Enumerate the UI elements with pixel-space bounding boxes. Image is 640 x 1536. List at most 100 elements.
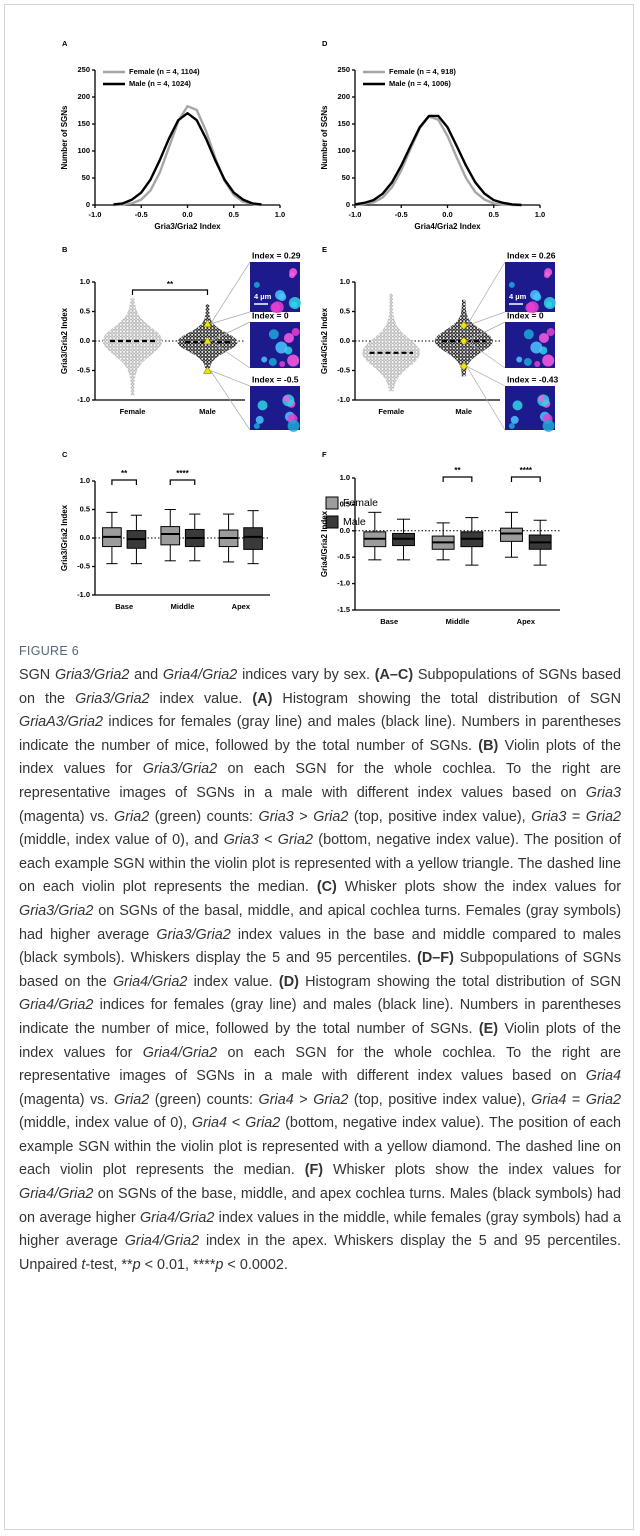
caption-run: (green) counts: (149, 1092, 258, 1108)
caption-run: and (129, 667, 163, 683)
caption-run: Gria4 (531, 1092, 566, 1108)
y-tick-label: 150 (77, 119, 90, 128)
connector (211, 371, 251, 387)
legend-swatch (326, 497, 338, 509)
caption-run: Gria2 (313, 1092, 348, 1108)
caption-run: Histogram showing the total distribution… (272, 691, 621, 707)
series-line (355, 116, 522, 205)
y-tick-label: 100 (337, 146, 350, 155)
caption-run: (A–C) (375, 667, 413, 683)
y-axis-title: Number of SGNs (60, 105, 69, 170)
caption-run: (middle, index value of 0), (19, 1115, 192, 1131)
x-tick-label: -1.0 (349, 210, 362, 219)
y-tick-label: 0.0 (80, 533, 90, 542)
y-tick-label: 200 (337, 92, 350, 101)
y-tick-label: 50 (82, 173, 90, 182)
x-tick-label: -0.5 (135, 210, 148, 219)
example-label: Index = 0.26 (507, 250, 556, 260)
caption-run: Gria4/Gria2 (125, 1233, 199, 1249)
y-tick-label: 0.0 (340, 336, 350, 345)
connector (211, 312, 251, 324)
significance-label: **** (520, 466, 533, 475)
caption-run: (middle, index value of 0), and (19, 832, 224, 848)
y-tick-label: 1.0 (340, 277, 350, 286)
caption-run: index value. (187, 974, 279, 990)
caption-run: Gria3/Gria2 (19, 903, 93, 919)
significance-label: ** (454, 466, 461, 475)
series-line (114, 113, 262, 204)
panel-label: C (62, 450, 68, 459)
caption-run: (D–F) (417, 950, 454, 966)
x-tick-label: Middle (171, 602, 195, 611)
caption-run: (B) (478, 738, 498, 754)
y-axis-title: Gria4/Gria2 Index (320, 510, 329, 577)
panel-label: A (62, 39, 68, 48)
significance-label: **** (176, 469, 189, 478)
x-tick-label: Apex (232, 602, 251, 611)
figure: A 0 50 100 150 200 250 Number of SGNs -1.0 -0.5 0.… (0, 0, 640, 632)
y-axis-title: Number of SGNs (320, 105, 329, 170)
example-label: Index = -0.43 (507, 374, 559, 384)
example-label: Index = 0 (507, 310, 544, 320)
connector (467, 312, 505, 326)
x-tick-label: 1.0 (275, 210, 285, 219)
caption-run: (green) counts: (149, 809, 258, 825)
y-tick-label: -1.0 (337, 395, 350, 404)
box (501, 528, 523, 541)
legend-label: Female (n = 4, 918) (389, 67, 456, 76)
caption-run: index value. (149, 691, 252, 707)
caption-run: (D) (279, 974, 299, 990)
y-tick-label: 250 (77, 65, 90, 74)
caption-run: (magenta) vs. (19, 809, 114, 825)
violin (103, 299, 163, 396)
caption-run: Gria4/Gria2 (19, 1186, 93, 1202)
caption-run: > (294, 809, 313, 825)
caption-text: SGN Gria3/Gria2 and Gria4/Gria2 indices … (19, 664, 621, 1277)
x-axis-title: Gria4/Gria2 Index (414, 222, 481, 231)
significance-bracket (511, 477, 540, 482)
caption-run: (C) (317, 879, 337, 895)
x-tick-label: Male (199, 407, 216, 416)
y-tick-label: 1.0 (80, 277, 90, 286)
caption-run: Gria4 (192, 1115, 227, 1131)
example-marker (204, 367, 212, 374)
connector (211, 262, 251, 324)
y-axis-title: Gria4/Gria2 Index (320, 307, 329, 374)
y-tick-label: 100 (77, 146, 90, 155)
caption-run: Gria4 (586, 1068, 621, 1084)
y-tick-label: 0.5 (340, 306, 350, 315)
caption-run: < 0.0002. (223, 1257, 287, 1273)
page: A 0 50 100 150 200 250 Number of SGNs -1.0 -0.5 0.… (0, 0, 640, 1536)
panel-label: D (322, 39, 328, 48)
significance-bracket (443, 477, 472, 482)
x-tick-label: Middle (446, 617, 470, 626)
x-tick-label: 0.5 (489, 210, 499, 219)
panel-label: F (322, 450, 327, 459)
significance-bracket (112, 480, 137, 485)
caption-run: (magenta) vs. (19, 1092, 114, 1108)
caption-run: Gria4/Gria2 (143, 1045, 217, 1061)
x-tick-label: -1.0 (89, 210, 102, 219)
y-tick-label: -1.0 (77, 395, 90, 404)
legend-label: Female (n = 4, 1104) (129, 67, 200, 76)
y-tick-label: 0.5 (80, 306, 90, 315)
caption-run: GriaA3/Gria2 (19, 714, 103, 730)
caption-run: Gria3/Gria2 (75, 691, 149, 707)
y-tick-label: 1.0 (80, 476, 90, 485)
caption-run: Gria2 (586, 809, 621, 825)
significance-label: ** (121, 469, 128, 478)
significance-bracket (170, 480, 195, 485)
caption-run: Gria4 (259, 1092, 294, 1108)
x-tick-label: 0.0 (182, 210, 192, 219)
caption-run: (A) (252, 691, 272, 707)
caption-run: (top, positive index value), (348, 1092, 531, 1108)
caption-run: Gria4/Gria2 (163, 667, 237, 683)
caption-run: > (294, 1092, 313, 1108)
caption-run: Histogram showing the total distribution… (299, 974, 621, 990)
caption-run: Gria2 (586, 1092, 621, 1108)
y-tick-label: 0 (346, 200, 350, 209)
caption-run: Whisker plots show the index values for (323, 1162, 621, 1178)
x-tick-label: Base (115, 602, 133, 611)
box (244, 528, 263, 550)
panel-label: B (62, 245, 68, 254)
